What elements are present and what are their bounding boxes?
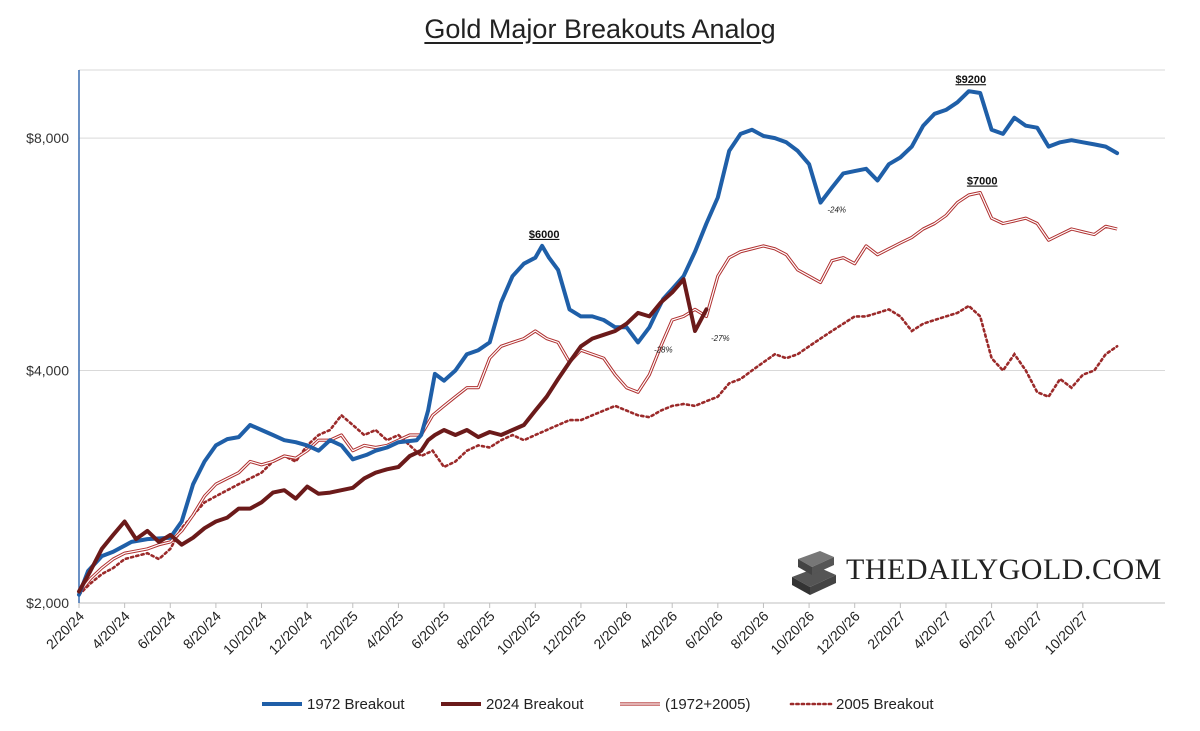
x-tick-label: 2/20/27: [864, 608, 908, 652]
x-tick-label: 6/20/24: [134, 608, 178, 652]
x-tick-label: 6/20/26: [682, 608, 726, 652]
annotation-pct: -28%: [654, 345, 673, 354]
x-tick-label: 8/20/24: [180, 608, 224, 652]
x-tick-label: 2/20/25: [317, 608, 361, 652]
x-axis: 2/20/24 4/20/24 6/20/24 8/20/2410/20/2412/2…: [43, 603, 1091, 658]
annotation-label: $7000: [967, 176, 998, 188]
x-tick-label: 2/20/24: [43, 608, 87, 652]
annotation-label: $6000: [529, 229, 560, 241]
x-tick-label: 10/20/25: [494, 608, 544, 658]
series-1972-breakout-line: [77, 89, 1120, 597]
watermark-text: THEDAILYGOLD.COM: [846, 553, 1162, 586]
x-tick-label: 12/20/25: [539, 608, 589, 658]
x-tick-label: 10/20/24: [220, 608, 270, 658]
series-2005-breakout-line: [77, 304, 1119, 596]
gold-bar-logo-icon: [792, 551, 836, 595]
annotations: $6000 $9200 $7000 -24% -28% -27%: [529, 74, 998, 354]
x-tick-label: 8/20/27: [1001, 608, 1045, 652]
series-1972-2005-line: [77, 191, 1118, 595]
x-tick-label: 6/20/25: [408, 608, 452, 652]
annotation-label: $9200: [955, 74, 986, 86]
y-axis: $2,000 $4,000 $8,000: [26, 70, 80, 611]
x-tick-label: 12/20/24: [265, 608, 315, 658]
legend-2005-breakout-label: 2005 Breakout: [836, 696, 934, 713]
x-tick-label: 2/20/26: [590, 608, 634, 652]
series-group: [77, 89, 1120, 597]
y-tick-label: $4,000: [26, 363, 69, 379]
series-2024-breakout-line: [77, 277, 709, 594]
x-tick-label: 8/20/26: [727, 608, 771, 652]
series-1972-2005-line-inner: [78, 192, 1118, 594]
legend-2024-breakout-label: 2024 Breakout: [486, 696, 584, 713]
x-tick-label: 4/20/27: [910, 608, 954, 652]
x-tick-label: 10/20/27: [1041, 608, 1091, 658]
x-tick-label: 4/20/24: [88, 608, 132, 652]
watermark: THEDAILYGOLD.COM: [792, 551, 1162, 595]
x-tick-label: 12/20/26: [813, 608, 863, 658]
legend: 1972 Breakout 2024 Breakout (1972+2005) 200…: [262, 696, 934, 713]
gridlines: [79, 69, 1165, 604]
x-tick-label: 4/20/25: [362, 608, 406, 652]
y-tick-label: $8,000: [26, 130, 69, 146]
chart-title: Gold Major Breakouts Analog: [424, 14, 776, 44]
annotation-pct: -27%: [711, 334, 730, 343]
x-tick-label: 6/20/27: [955, 608, 999, 652]
legend-1972-breakout-label: 1972 Breakout: [307, 696, 405, 713]
x-tick-label: 8/20/25: [453, 608, 497, 652]
x-tick-label: 4/20/26: [636, 608, 680, 652]
x-tick-label: 10/20/26: [767, 608, 817, 658]
y-tick-label: $2,000: [26, 595, 69, 611]
legend-1972-2005-label: (1972+2005): [665, 696, 751, 713]
annotation-pct: -24%: [827, 206, 846, 215]
